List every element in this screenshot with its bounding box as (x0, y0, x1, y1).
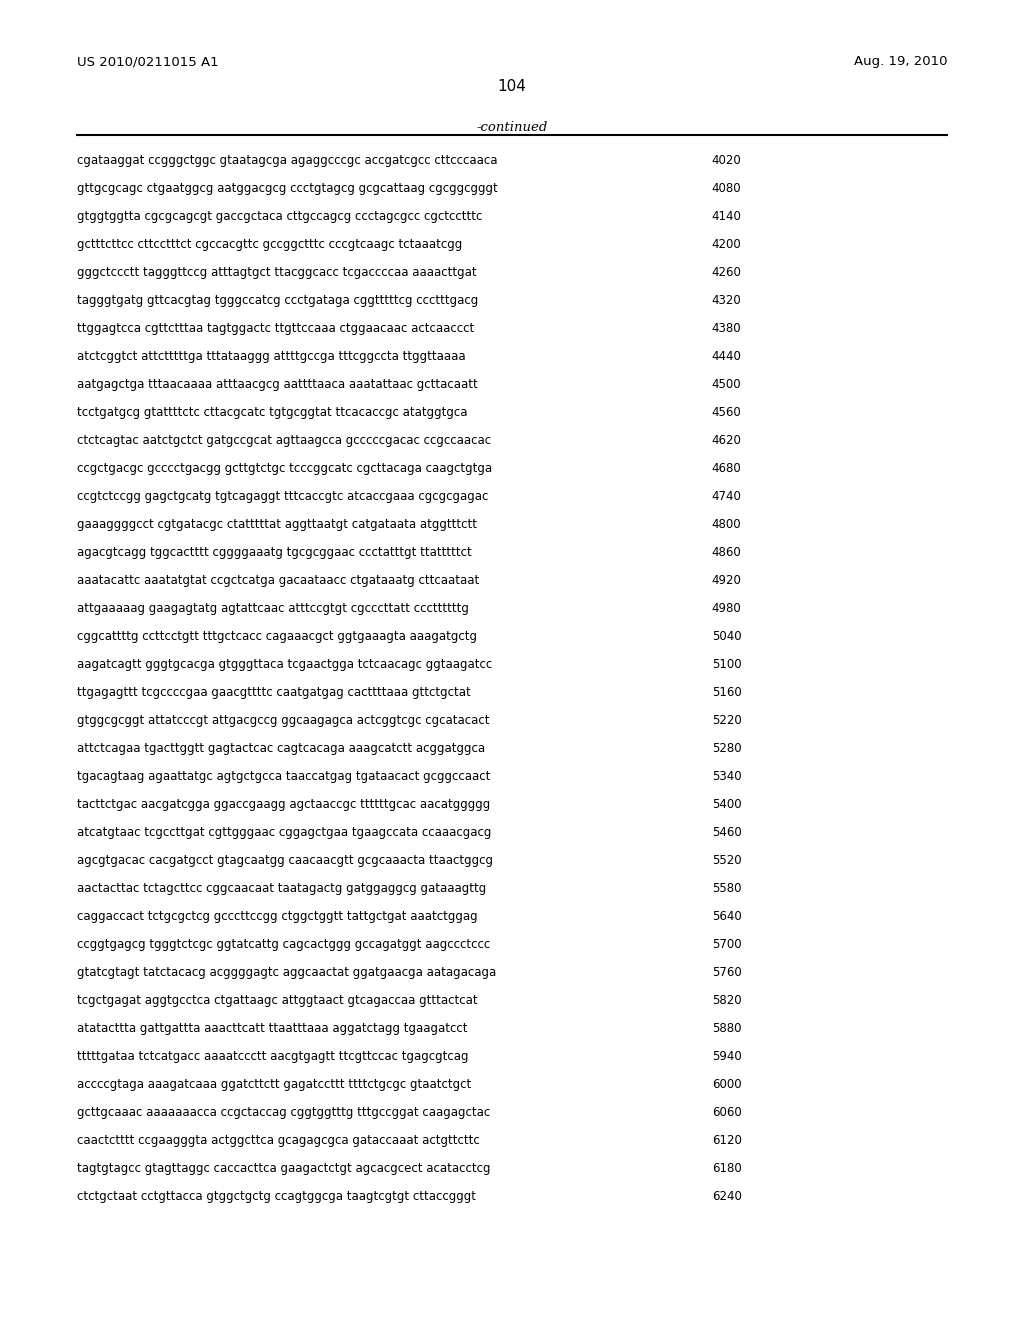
Text: 5160: 5160 (712, 686, 741, 700)
Text: 4560: 4560 (712, 407, 741, 420)
Text: 6060: 6060 (712, 1106, 741, 1119)
Text: 5520: 5520 (712, 854, 741, 867)
Text: 4740: 4740 (712, 490, 741, 503)
Text: 4680: 4680 (712, 462, 741, 475)
Text: atcatgtaac tcgccttgat cgttgggaac cggagctgaa tgaagccata ccaaacgacg: atcatgtaac tcgccttgat cgttgggaac cggagct… (77, 826, 492, 840)
Text: -continued: -continued (476, 121, 548, 135)
Text: ccgtctccgg gagctgcatg tgtcagaggt tttcaccgtc atcaccgaaa cgcgcgagac: ccgtctccgg gagctgcatg tgtcagaggt tttcacc… (77, 490, 488, 503)
Text: 6240: 6240 (712, 1189, 741, 1203)
Text: 5580: 5580 (712, 882, 741, 895)
Text: 5280: 5280 (712, 742, 741, 755)
Text: 4440: 4440 (712, 350, 741, 363)
Text: ctctcagtac aatctgctct gatgccgcat agttaagcca gcccccgacac ccgccaacac: ctctcagtac aatctgctct gatgccgcat agttaag… (77, 434, 490, 447)
Text: gcttgcaaac aaaaaaacca ccgctaccag cggtggtttg tttgccggat caagagctac: gcttgcaaac aaaaaaacca ccgctaccag cggtggt… (77, 1106, 490, 1119)
Text: agacgtcagg tggcactttt cggggaaatg tgcgcggaac ccctatttgt ttatttttct: agacgtcagg tggcactttt cggggaaatg tgcgcgg… (77, 546, 471, 560)
Text: 5400: 5400 (712, 799, 741, 810)
Text: 4200: 4200 (712, 239, 741, 251)
Text: 5040: 5040 (712, 630, 741, 643)
Text: ttgagagttt tcgccccgaa gaacgttttc caatgatgag cacttttaaa gttctgctat: ttgagagttt tcgccccgaa gaacgttttc caatgat… (77, 686, 471, 700)
Text: tagggtgatg gttcacgtag tgggccatcg ccctgataga cggtttttcg ccctttgacg: tagggtgatg gttcacgtag tgggccatcg ccctgat… (77, 294, 478, 308)
Text: 4020: 4020 (712, 154, 741, 168)
Text: ttggagtcca cgttctttaa tagtggactc ttgttccaaa ctggaacaac actcaaccct: ttggagtcca cgttctttaa tagtggactc ttgttcc… (77, 322, 474, 335)
Text: US 2010/0211015 A1: US 2010/0211015 A1 (77, 55, 218, 69)
Text: 4860: 4860 (712, 546, 741, 560)
Text: aagatcagtt gggtgcacga gtgggttaca tcgaactgga tctcaacagc ggtaagatcc: aagatcagtt gggtgcacga gtgggttaca tcgaact… (77, 659, 493, 671)
Text: Aug. 19, 2010: Aug. 19, 2010 (854, 55, 947, 69)
Text: 5940: 5940 (712, 1049, 741, 1063)
Text: gtggcgcggt attatcccgt attgacgccg ggcaagagca actcggtcgc cgcatacact: gtggcgcggt attatcccgt attgacgccg ggcaaga… (77, 714, 489, 727)
Text: gttgcgcagc ctgaatggcg aatggacgcg ccctgtagcg gcgcattaag cgcggcgggt: gttgcgcagc ctgaatggcg aatggacgcg ccctgta… (77, 182, 498, 195)
Text: 5640: 5640 (712, 909, 741, 923)
Text: 5340: 5340 (712, 770, 741, 783)
Text: caggaccact tctgcgctcg gcccttccgg ctggctggtt tattgctgat aaatctggag: caggaccact tctgcgctcg gcccttccgg ctggctg… (77, 909, 477, 923)
Text: accccgtaga aaagatcaaa ggatcttctt gagatccttt ttttctgcgc gtaatctgct: accccgtaga aaagatcaaa ggatcttctt gagatcc… (77, 1078, 471, 1090)
Text: agcgtgacac cacgatgcct gtagcaatgg caacaacgtt gcgcaaacta ttaactggcg: agcgtgacac cacgatgcct gtagcaatgg caacaac… (77, 854, 493, 867)
Text: gtggtggtta cgcgcagcgt gaccgctaca cttgccagcg ccctagcgcc cgctcctttc: gtggtggtta cgcgcagcgt gaccgctaca cttgcca… (77, 210, 482, 223)
Text: ccggtgagcg tgggtctcgc ggtatcattg cagcactggg gccagatggt aagccctccc: ccggtgagcg tgggtctcgc ggtatcattg cagcact… (77, 939, 490, 950)
Text: tacttctgac aacgatcgga ggaccgaagg agctaaccgc ttttttgcac aacatggggg: tacttctgac aacgatcgga ggaccgaagg agctaac… (77, 799, 490, 810)
Text: 4080: 4080 (712, 182, 741, 195)
Text: 5880: 5880 (712, 1022, 741, 1035)
Text: 4800: 4800 (712, 519, 741, 531)
Text: 104: 104 (498, 79, 526, 94)
Text: ccgctgacgc gcccctgacgg gcttgtctgc tcccggcatc cgcttacaga caagctgtga: ccgctgacgc gcccctgacgg gcttgtctgc tcccgg… (77, 462, 492, 475)
Text: aatgagctga tttaacaaaa atttaacgcg aattttaaca aaatattaac gcttacaatt: aatgagctga tttaacaaaa atttaacgcg aatttta… (77, 379, 477, 391)
Text: 5820: 5820 (712, 994, 741, 1007)
Text: 6180: 6180 (712, 1162, 741, 1175)
Text: aactacttac tctagcttcc cggcaacaat taatagactg gatggaggcg gataaagttg: aactacttac tctagcttcc cggcaacaat taataga… (77, 882, 486, 895)
Text: 5700: 5700 (712, 939, 741, 950)
Text: 5100: 5100 (712, 659, 741, 671)
Text: tttttgataa tctcatgacc aaaatccctt aacgtgagtt ttcgttccac tgagcgtcag: tttttgataa tctcatgacc aaaatccctt aacgtga… (77, 1049, 468, 1063)
Text: tcctgatgcg gtattttctc cttacgcatc tgtgcggtat ttcacaccgc atatggtgca: tcctgatgcg gtattttctc cttacgcatc tgtgcgg… (77, 407, 467, 420)
Text: 4320: 4320 (712, 294, 741, 308)
Text: tagtgtagcc gtagttaggc caccacttca gaagactctgt agcacgcect acatacctcg: tagtgtagcc gtagttaggc caccacttca gaagact… (77, 1162, 490, 1175)
Text: aaatacattc aaatatgtat ccgctcatga gacaataacc ctgataaatg cttcaataat: aaatacattc aaatatgtat ccgctcatga gacaata… (77, 574, 479, 587)
Text: caactctttt ccgaagggta actggcttca gcagagcgca gataccaaat actgttcttc: caactctttt ccgaagggta actggcttca gcagagc… (77, 1134, 479, 1147)
Text: 4140: 4140 (712, 210, 741, 223)
Text: tcgctgagat aggtgcctca ctgattaagc attggtaact gtcagaccaa gtttactcat: tcgctgagat aggtgcctca ctgattaagc attggta… (77, 994, 477, 1007)
Text: 6000: 6000 (712, 1078, 741, 1090)
Text: cgataaggat ccgggctggc gtaatagcga agaggcccgc accgatcgcc cttcccaaca: cgataaggat ccgggctggc gtaatagcga agaggcc… (77, 154, 498, 168)
Text: 4920: 4920 (712, 574, 741, 587)
Text: atctcggtct attctttttga tttataaggg attttgccga tttcggccta ttggttaaaa: atctcggtct attctttttga tttataaggg attttg… (77, 350, 466, 363)
Text: ctctgctaat cctgttacca gtggctgctg ccagtggcga taagtcgtgt cttaccgggt: ctctgctaat cctgttacca gtggctgctg ccagtgg… (77, 1189, 476, 1203)
Text: 4500: 4500 (712, 379, 741, 391)
Text: tgacagtaag agaattatgc agtgctgcca taaccatgag tgataacact gcggccaact: tgacagtaag agaattatgc agtgctgcca taaccat… (77, 770, 490, 783)
Text: gtatcgtagt tatctacacg acggggagtc aggcaactat ggatgaacga aatagacaga: gtatcgtagt tatctacacg acggggagtc aggcaac… (77, 966, 496, 979)
Text: atatacttta gattgattta aaacttcatt ttaatttaaa aggatctagg tgaagatcct: atatacttta gattgattta aaacttcatt ttaattt… (77, 1022, 467, 1035)
Text: 4980: 4980 (712, 602, 741, 615)
Text: 5760: 5760 (712, 966, 741, 979)
Text: cggcattttg ccttcctgtt tttgctcacc cagaaacgct ggtgaaagta aaagatgctg: cggcattttg ccttcctgtt tttgctcacc cagaaac… (77, 630, 477, 643)
Text: 4380: 4380 (712, 322, 741, 335)
Text: gaaaggggcct cgtgatacgc ctatttttat aggttaatgt catgataata atggtttctt: gaaaggggcct cgtgatacgc ctatttttat aggtta… (77, 519, 477, 531)
Text: gggctccctt tagggttccg atttagtgct ttacggcacc tcgaccccaa aaaacttgat: gggctccctt tagggttccg atttagtgct ttacggc… (77, 267, 476, 280)
Text: 5460: 5460 (712, 826, 741, 840)
Text: attgaaaaag gaagagtatg agtattcaac atttccgtgt cgcccttatt cccttttttg: attgaaaaag gaagagtatg agtattcaac atttccg… (77, 602, 469, 615)
Text: 4620: 4620 (712, 434, 741, 447)
Text: 4260: 4260 (712, 267, 741, 280)
Text: 5220: 5220 (712, 714, 741, 727)
Text: attctcagaa tgacttggtt gagtactcac cagtcacaga aaagcatctt acggatggca: attctcagaa tgacttggtt gagtactcac cagtcac… (77, 742, 485, 755)
Text: gctttcttcc cttcctttct cgccacgttc gccggctttc cccgtcaagc tctaaatcgg: gctttcttcc cttcctttct cgccacgttc gccggct… (77, 239, 462, 251)
Text: 6120: 6120 (712, 1134, 741, 1147)
